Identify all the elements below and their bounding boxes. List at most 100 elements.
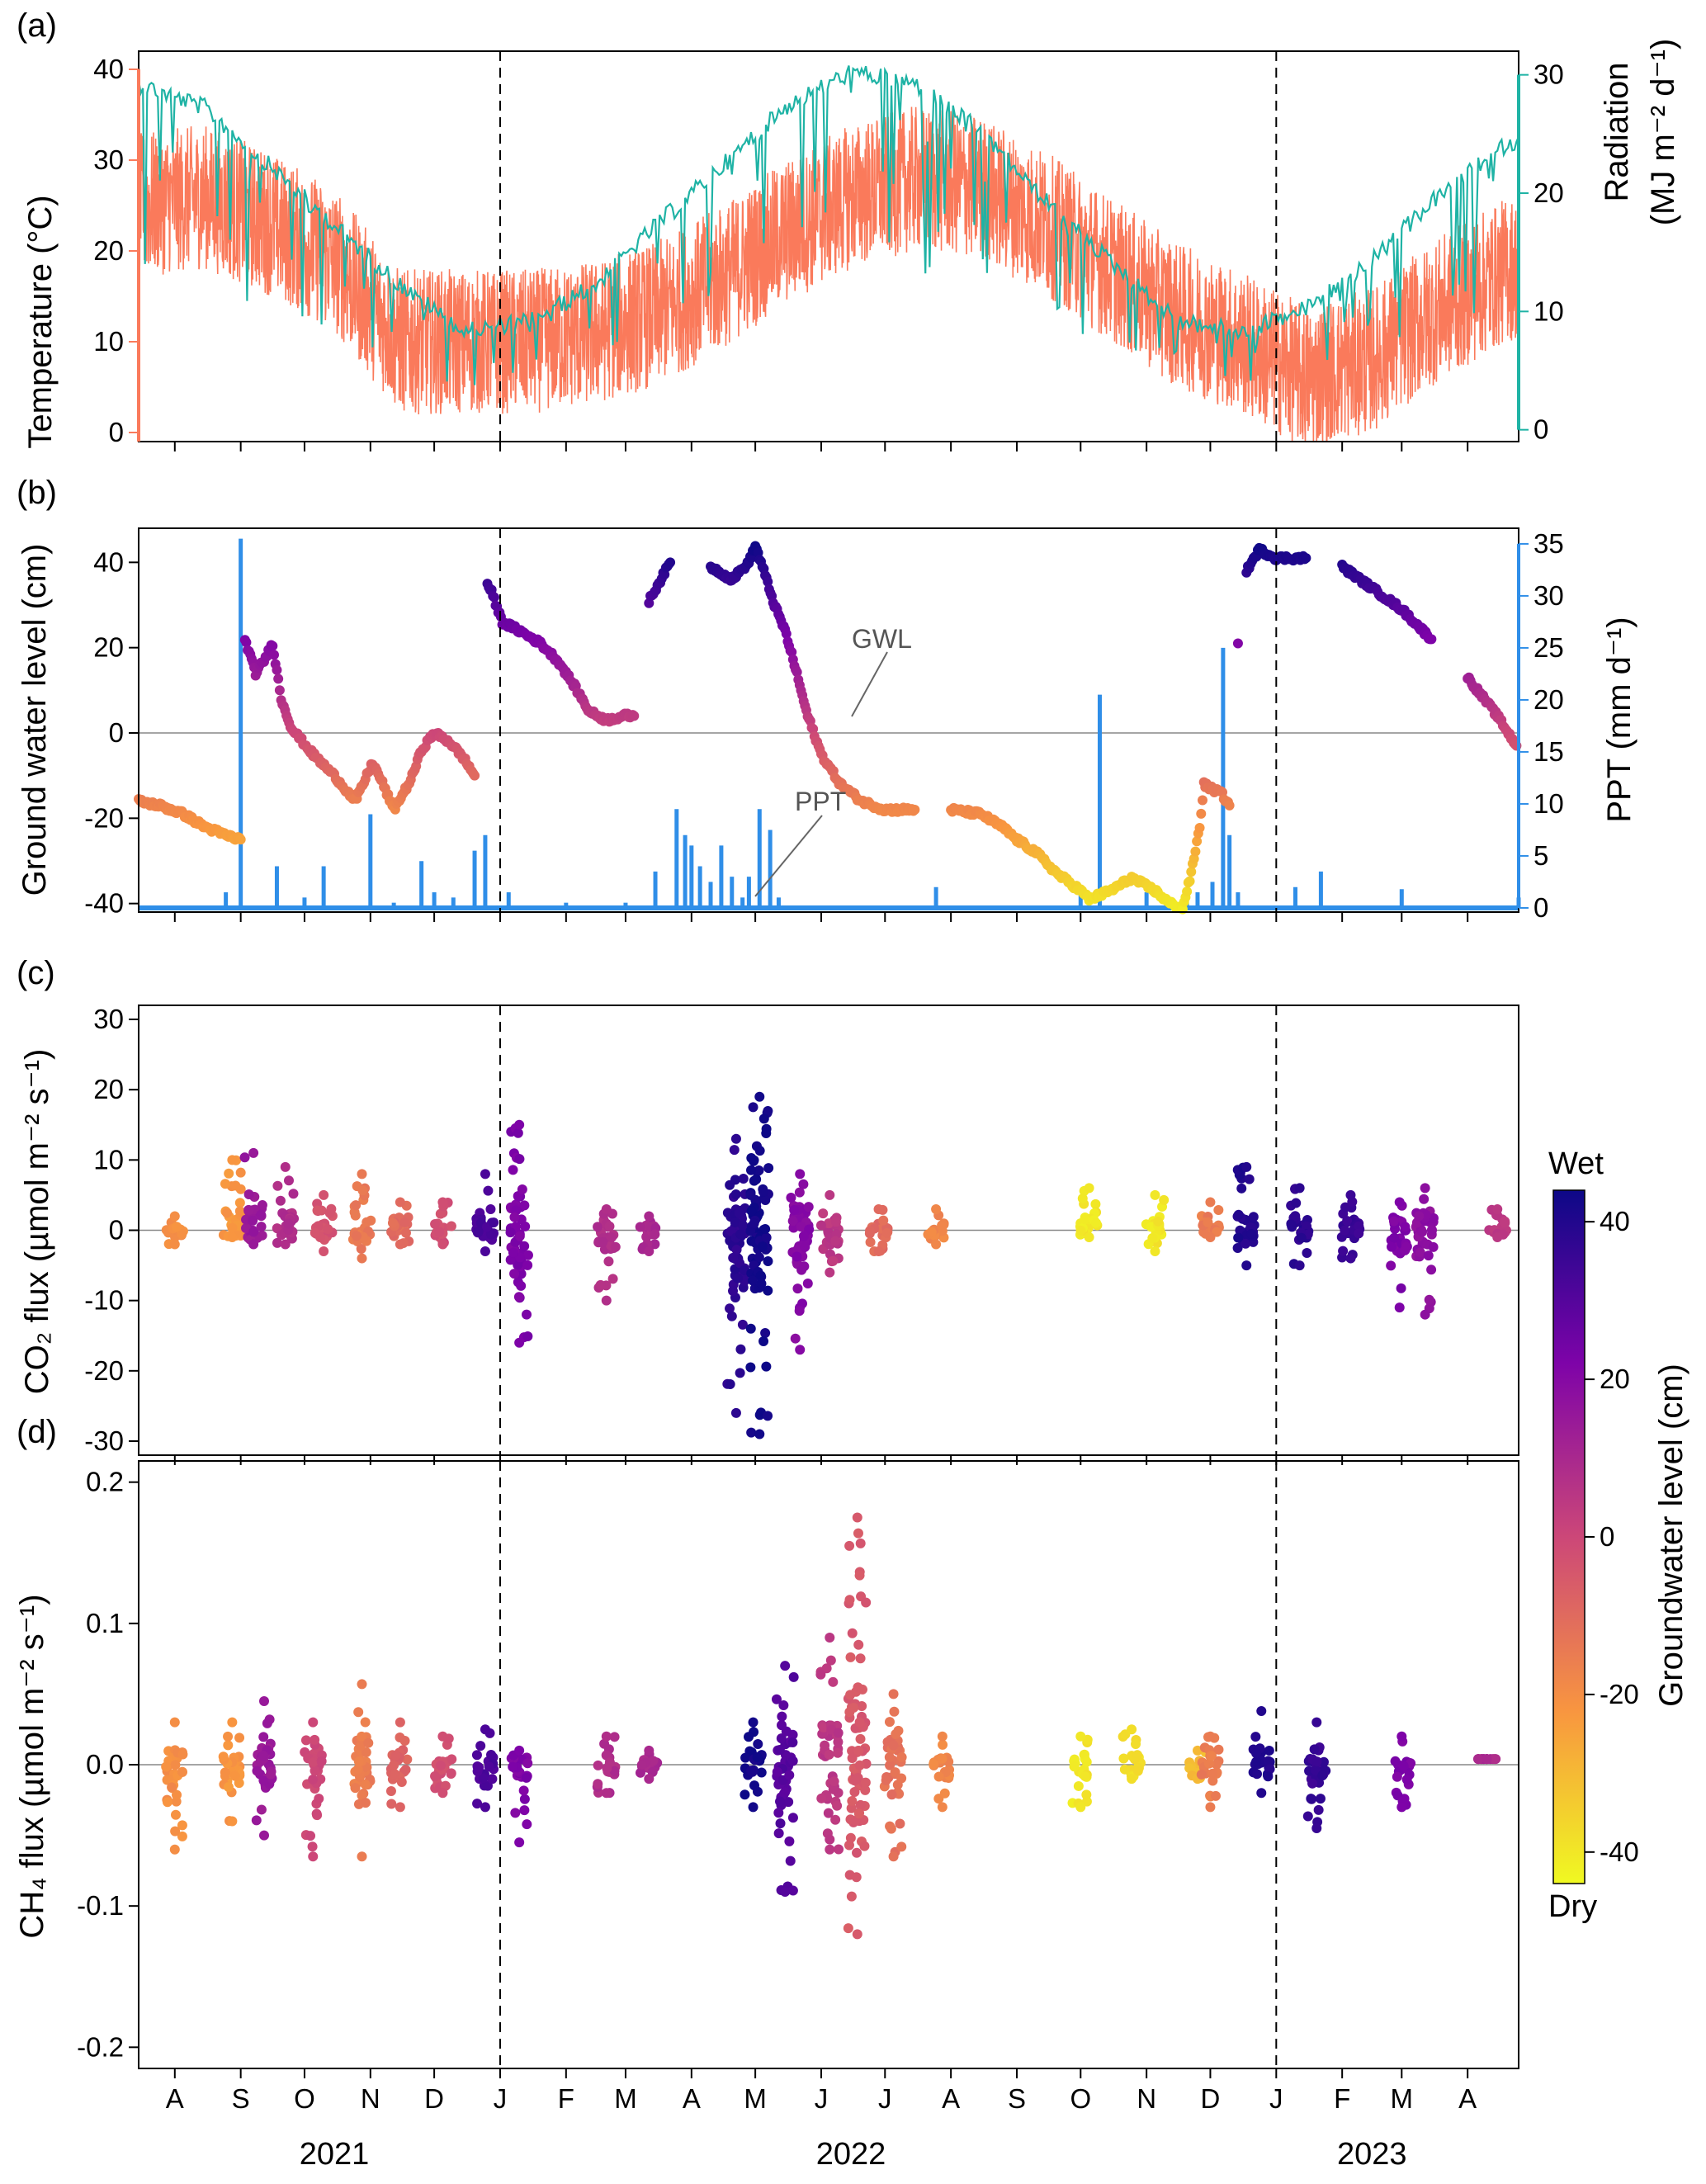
co2-point xyxy=(828,1255,839,1266)
ch4-point xyxy=(834,1844,844,1855)
co2-point xyxy=(395,1197,405,1208)
ch4-point xyxy=(518,1785,529,1796)
ch4-point xyxy=(1317,1770,1328,1781)
ch4-point xyxy=(601,1731,612,1742)
ch4-point xyxy=(316,1756,327,1766)
ch4-point xyxy=(1489,1754,1500,1765)
co2-point xyxy=(1338,1246,1349,1256)
gwl-point xyxy=(273,674,284,684)
gwl-point xyxy=(235,834,246,845)
ch4-point xyxy=(1302,1811,1313,1822)
co2-point xyxy=(520,1221,531,1231)
co2-point xyxy=(650,1239,660,1250)
ch4-point xyxy=(599,1738,610,1749)
co2-point xyxy=(400,1227,411,1238)
ch4-point xyxy=(753,1739,763,1750)
ch4-point xyxy=(828,1784,839,1794)
ch4-point xyxy=(847,1628,858,1638)
co2-point xyxy=(480,1246,490,1257)
co2-point xyxy=(351,1200,362,1211)
co2-point xyxy=(514,1154,525,1165)
panel-d-label: (d) xyxy=(17,1414,57,1450)
co2-point xyxy=(1428,1241,1439,1252)
ch4-point xyxy=(888,1740,899,1751)
co2-point xyxy=(728,1252,739,1263)
ch4-point xyxy=(360,1798,371,1808)
co2-point xyxy=(1150,1246,1160,1257)
x-axis: A S O N D J F M A M J J A S O N D J F M A 2021 2022 2023 xyxy=(166,51,1477,2172)
ch4-point xyxy=(262,1718,272,1728)
panel-c-ylabel: CO₂ flux (µmol m⁻² s⁻¹) xyxy=(19,1049,55,1395)
co2-point xyxy=(650,1229,660,1240)
co2-point xyxy=(1387,1241,1397,1252)
co2-point xyxy=(514,1231,525,1241)
co2-point xyxy=(486,1229,497,1240)
ch4-point xyxy=(308,1757,319,1768)
ch4-point xyxy=(446,1768,456,1779)
co2-point xyxy=(754,1146,765,1156)
co2-point xyxy=(1492,1232,1503,1243)
co2-point xyxy=(729,1145,740,1156)
co2-point xyxy=(280,1239,291,1250)
gwl-point xyxy=(644,598,655,608)
panel-a-plot xyxy=(137,65,1520,442)
co2-point xyxy=(257,1200,267,1211)
colorbar-wet-label: Wet xyxy=(1548,1146,1604,1181)
ch4-point xyxy=(256,1804,267,1815)
ch4-point xyxy=(825,1655,836,1666)
ch4-point xyxy=(854,1717,865,1728)
colorbar: 40 20 0 -20 -40 Wet Dry Groundwater level (c… xyxy=(1548,1146,1689,1924)
temperature-tick-label: 0 xyxy=(109,417,124,447)
co2-point xyxy=(326,1203,337,1214)
ch4-point xyxy=(644,1774,655,1785)
co2-point xyxy=(734,1208,744,1218)
co2-point xyxy=(786,1193,796,1203)
ch4-point xyxy=(430,1770,441,1781)
ch4-point xyxy=(360,1779,371,1789)
ch4-point xyxy=(648,1756,659,1766)
ch4-point xyxy=(170,1826,181,1837)
co2-point xyxy=(519,1200,530,1211)
ch4-point xyxy=(846,1803,857,1813)
radiation-tick-label: 10 xyxy=(1534,295,1564,326)
co2-point xyxy=(745,1362,756,1373)
ch4-point xyxy=(514,1837,525,1848)
ch4-point xyxy=(1398,1761,1409,1771)
ppt-annotation: PPT xyxy=(795,787,846,816)
co2-point xyxy=(798,1179,809,1189)
co2-point xyxy=(881,1227,892,1238)
ch4-point xyxy=(853,1745,864,1756)
panel-d-ylabel: CH₄ flux (µmol m⁻² s⁻¹) xyxy=(14,1594,50,1938)
co2-point xyxy=(790,1333,801,1344)
ch4-tick-label: -0.2 xyxy=(77,2031,124,2062)
ch4-point xyxy=(1251,1756,1262,1767)
ch4-point xyxy=(234,1733,245,1743)
co2-point xyxy=(1159,1194,1170,1205)
month-label: D xyxy=(1201,2083,1221,2114)
co2-point xyxy=(926,1227,937,1237)
co2-point xyxy=(865,1236,876,1247)
co2-point xyxy=(1080,1214,1090,1225)
co2-point xyxy=(931,1239,942,1250)
ch4-point xyxy=(1118,1753,1129,1764)
ppt-tick-label: 25 xyxy=(1534,632,1564,663)
co2-point xyxy=(795,1169,806,1179)
gwl-tick-label: -20 xyxy=(84,802,124,833)
ch4-point xyxy=(885,1760,896,1770)
co2-point xyxy=(830,1217,841,1227)
ch4-point xyxy=(1482,1754,1492,1765)
month-label: O xyxy=(294,2083,315,2114)
co2-point xyxy=(312,1205,323,1216)
co2-point xyxy=(248,1227,259,1237)
co2-point xyxy=(172,1222,182,1232)
gwl-point xyxy=(629,711,640,721)
co2-point xyxy=(1236,1183,1247,1194)
ch4-point xyxy=(889,1706,900,1717)
ch4-point xyxy=(1196,1769,1207,1780)
co2-point xyxy=(758,1335,769,1346)
ch4-point xyxy=(756,1767,767,1778)
co2-tick-label: -20 xyxy=(84,1355,124,1386)
co2-point xyxy=(825,1189,835,1200)
co2-point xyxy=(1153,1216,1164,1227)
co2-point xyxy=(351,1231,362,1241)
